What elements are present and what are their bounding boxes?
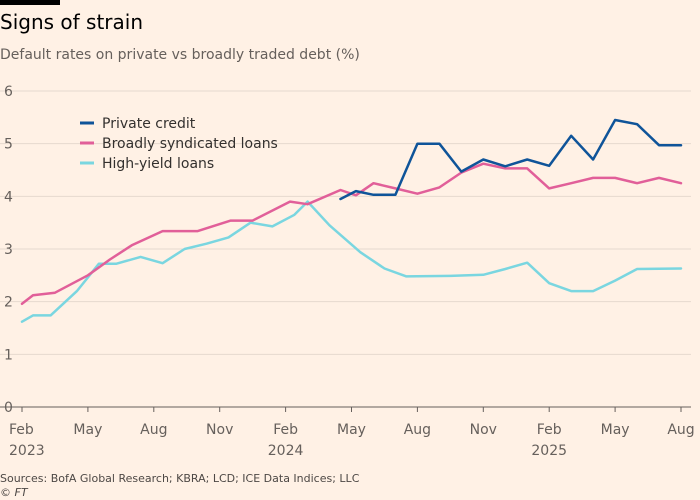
legend-label-0: Private credit <box>102 116 196 132</box>
x-year-label-0: 2023 <box>9 443 45 459</box>
copyright-symbol: © <box>0 486 11 499</box>
y-tick-label-4: 4 <box>4 189 13 205</box>
source-note: Sources: BofA Global Research; KBRA; LCD… <box>0 472 360 485</box>
y-tick-label-6: 6 <box>4 84 13 100</box>
x-tick-label-9: May <box>601 422 630 438</box>
x-tick-label-1: May <box>73 422 102 438</box>
y-tick-label-0: 0 <box>4 400 13 416</box>
x-tick-label-4: Feb <box>273 422 298 438</box>
y-tick-label-3: 3 <box>4 242 13 258</box>
series-line-high-yield-loans <box>20 200 683 323</box>
y-tick-label-5: 5 <box>4 137 13 153</box>
x-tick-label-10: Aug <box>667 422 694 438</box>
ft-brand: FT <box>14 486 28 499</box>
series-line-broadly-syndicated-loans <box>20 162 683 306</box>
x-tick-label-2: Aug <box>140 422 167 438</box>
x-year-label-4: 2024 <box>268 443 304 459</box>
chart-title: Signs of strain <box>0 10 144 34</box>
legend-label-1: Broadly syndicated loans <box>102 136 278 152</box>
x-tick-label-7: Nov <box>470 422 497 438</box>
ft-topbar <box>0 0 60 5</box>
x-tick-label-6: Aug <box>404 422 431 438</box>
x-tick-label-3: Nov <box>206 422 233 438</box>
x-tick-label-8: Feb <box>537 422 562 438</box>
series-line-private-credit <box>339 118 683 201</box>
copyright: © FT <box>0 486 28 499</box>
x-tick-label-0: Feb <box>9 422 34 438</box>
legend-label-2: High-yield loans <box>102 156 214 172</box>
chart-subtitle: Default rates on private vs broadly trad… <box>0 47 360 63</box>
y-tick-label-1: 1 <box>4 347 13 363</box>
x-tick-label-5: May <box>337 422 366 438</box>
y-tick-label-2: 2 <box>4 295 13 311</box>
x-year-label-8: 2025 <box>531 443 567 459</box>
